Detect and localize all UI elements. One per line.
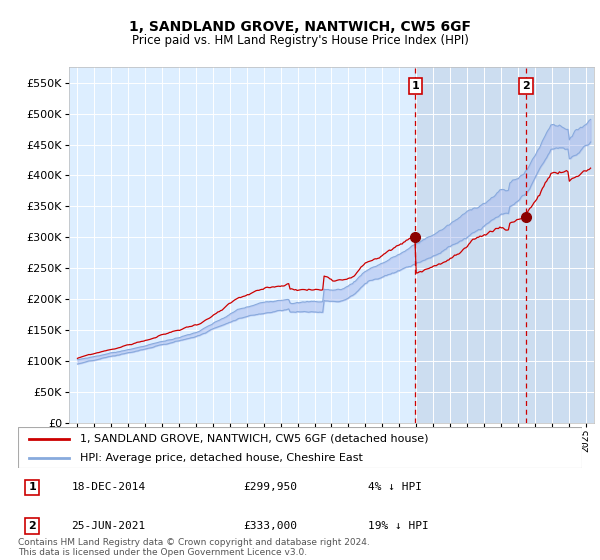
Text: HPI: Average price, detached house, Cheshire East: HPI: Average price, detached house, Ches… (80, 453, 363, 463)
Text: 18-DEC-2014: 18-DEC-2014 (71, 482, 146, 492)
Text: 19% ↓ HPI: 19% ↓ HPI (368, 521, 428, 531)
Text: 25-JUN-2021: 25-JUN-2021 (71, 521, 146, 531)
Text: Contains HM Land Registry data © Crown copyright and database right 2024.
This d: Contains HM Land Registry data © Crown c… (18, 538, 370, 557)
Text: 4% ↓ HPI: 4% ↓ HPI (368, 482, 422, 492)
Text: Price paid vs. HM Land Registry's House Price Index (HPI): Price paid vs. HM Land Registry's House … (131, 34, 469, 46)
Text: 1: 1 (412, 81, 419, 91)
Text: 1, SANDLAND GROVE, NANTWICH, CW5 6GF (detached house): 1, SANDLAND GROVE, NANTWICH, CW5 6GF (de… (80, 433, 428, 444)
Text: £299,950: £299,950 (244, 482, 298, 492)
Text: £333,000: £333,000 (244, 521, 298, 531)
Text: 2: 2 (28, 521, 36, 531)
FancyBboxPatch shape (18, 427, 582, 468)
Text: 1: 1 (28, 482, 36, 492)
Bar (415, 67, 594, 423)
Text: 2: 2 (522, 81, 530, 91)
Text: 1, SANDLAND GROVE, NANTWICH, CW5 6GF: 1, SANDLAND GROVE, NANTWICH, CW5 6GF (129, 20, 471, 34)
